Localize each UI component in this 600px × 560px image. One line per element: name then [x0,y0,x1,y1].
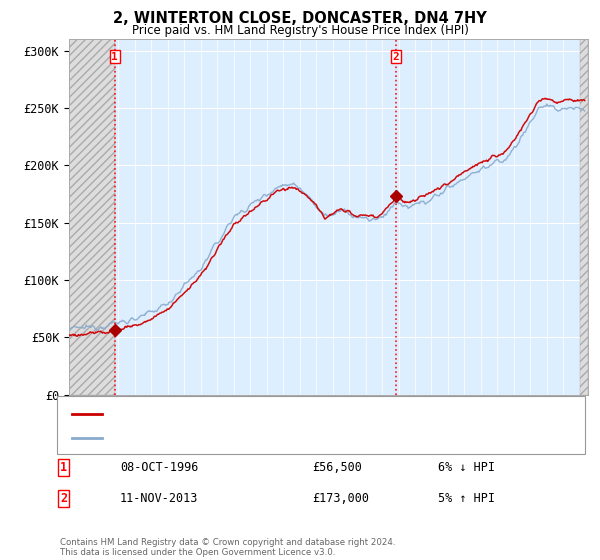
Text: 1: 1 [60,461,67,474]
Text: Contains HM Land Registry data © Crown copyright and database right 2024.
This d: Contains HM Land Registry data © Crown c… [60,538,395,557]
Bar [580,39,588,395]
Text: £56,500: £56,500 [312,461,362,474]
Text: Price paid vs. HM Land Registry's House Price Index (HPI): Price paid vs. HM Land Registry's House … [131,24,469,36]
Text: 2: 2 [60,492,67,505]
Text: 1: 1 [112,52,118,62]
Text: 5% ↑ HPI: 5% ↑ HPI [438,492,495,505]
Bar [69,39,115,395]
Text: 6% ↓ HPI: 6% ↓ HPI [438,461,495,474]
Text: 2: 2 [393,52,400,62]
Text: HPI: Average price, detached house, Doncaster: HPI: Average price, detached house, Donc… [108,433,355,443]
Text: 2, WINTERTON CLOSE, DONCASTER,  DN4 7HY (detached house): 2, WINTERTON CLOSE, DONCASTER, DN4 7HY (… [108,409,443,419]
Text: 11-NOV-2013: 11-NOV-2013 [120,492,199,505]
Text: £173,000: £173,000 [312,492,369,505]
Text: 08-OCT-1996: 08-OCT-1996 [120,461,199,474]
Text: 2, WINTERTON CLOSE, DONCASTER, DN4 7HY: 2, WINTERTON CLOSE, DONCASTER, DN4 7HY [113,11,487,26]
